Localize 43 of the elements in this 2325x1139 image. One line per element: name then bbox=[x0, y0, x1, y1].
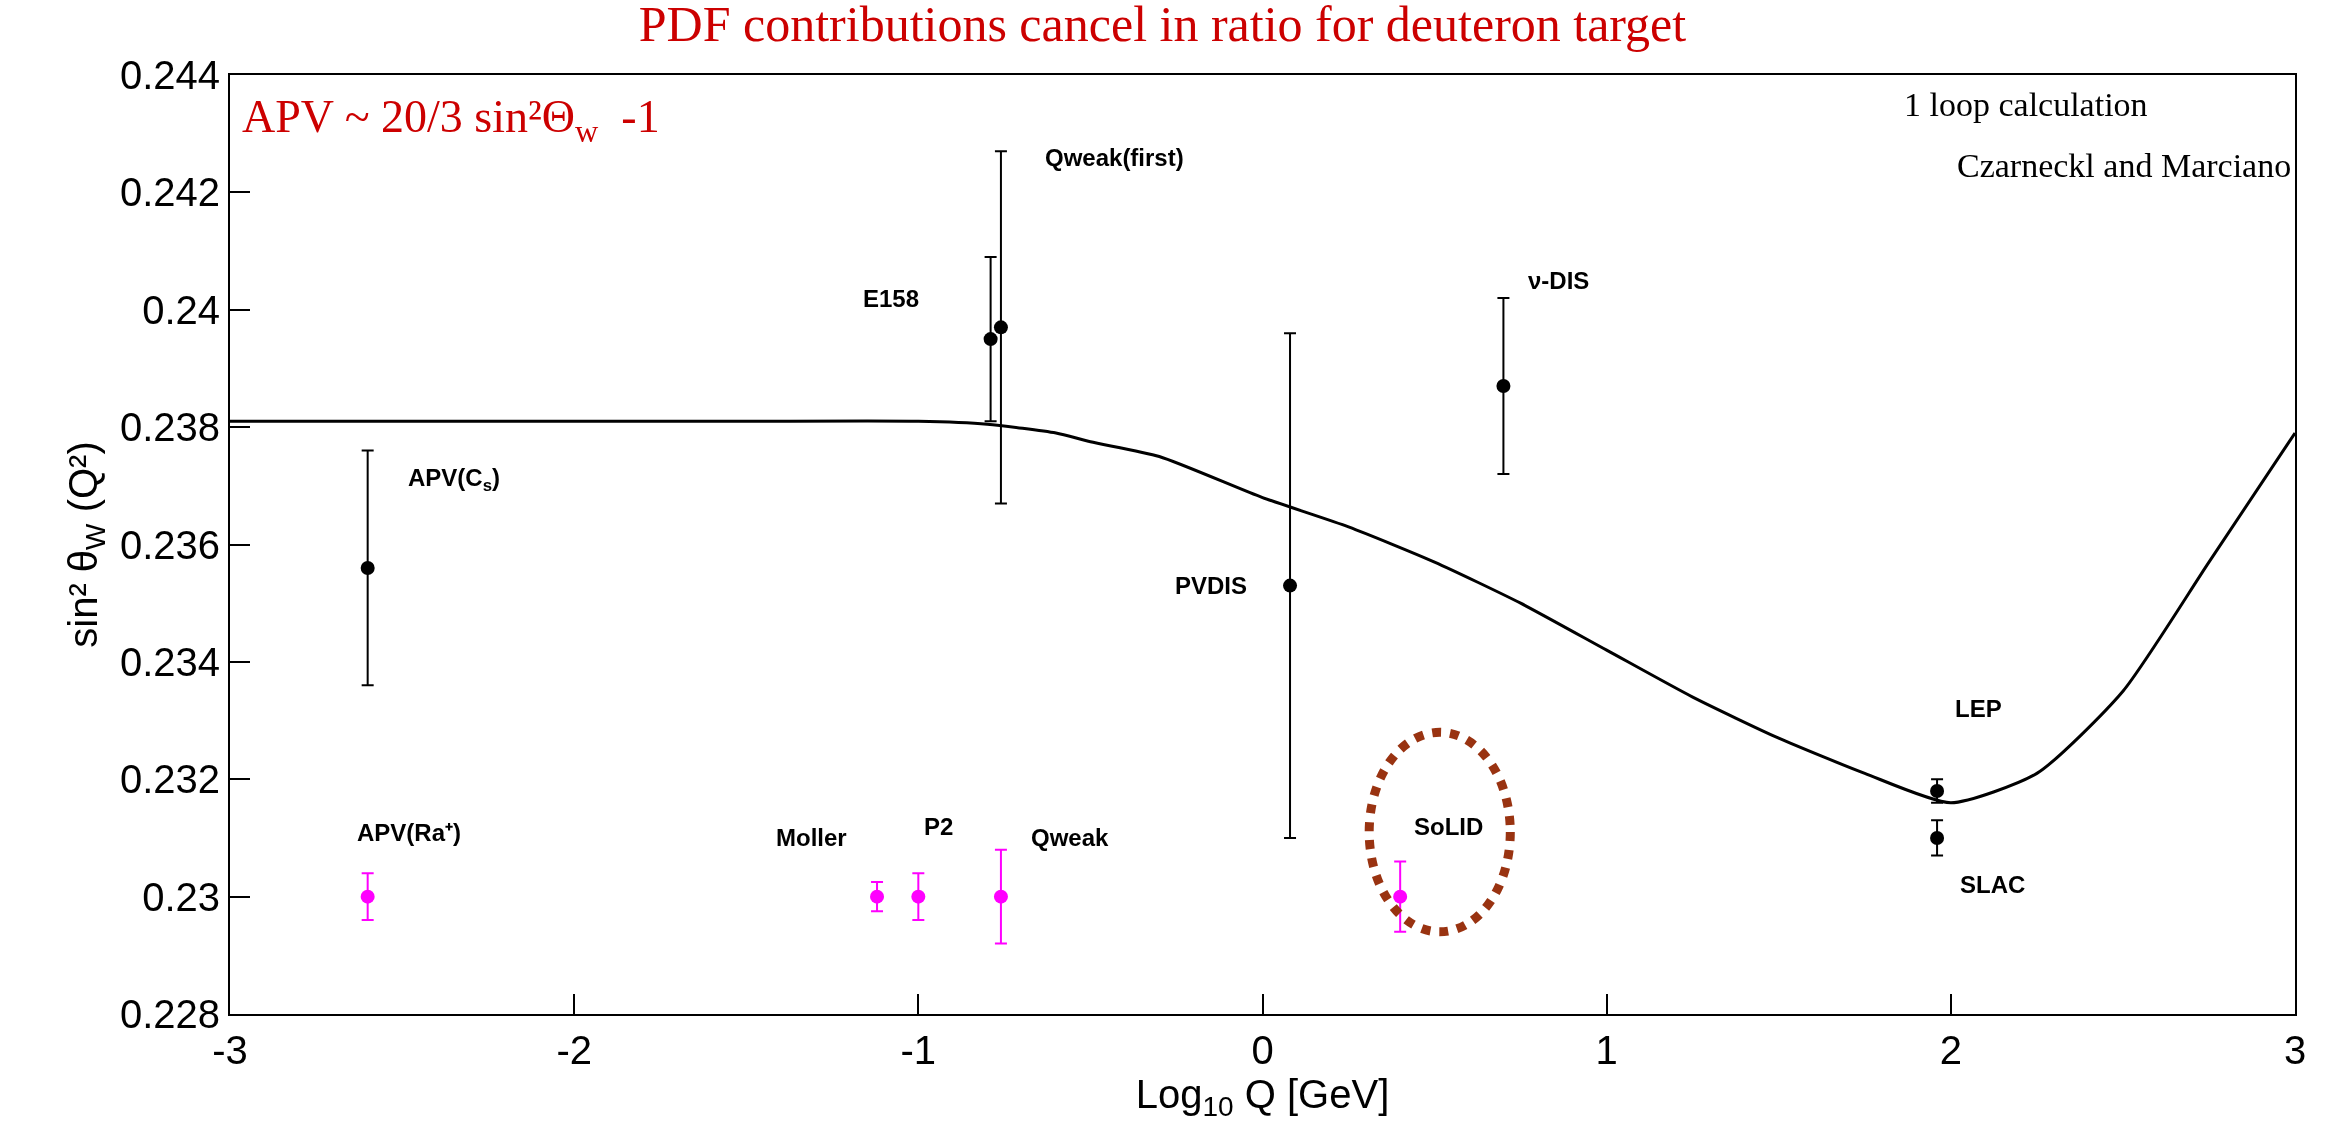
chart-title: PDF contributions cancel in ratio for deuteron target bbox=[638, 0, 1687, 52]
y-tick-label: 0.242 bbox=[119, 170, 220, 215]
x-tick-label: -1 bbox=[900, 1028, 937, 1072]
annotation: PVDIS bbox=[1175, 572, 1248, 599]
point bbox=[993, 889, 1008, 904]
x-tick-label: 1 bbox=[1595, 1028, 1618, 1072]
annotation: Moller bbox=[776, 824, 847, 851]
y-tick-label: 0.236 bbox=[119, 522, 220, 567]
point bbox=[360, 560, 375, 575]
annotation: SLAC bbox=[1960, 871, 2026, 898]
y-tick-label: 0.24 bbox=[142, 287, 220, 332]
annotation: P2 bbox=[924, 813, 954, 840]
point bbox=[983, 332, 998, 347]
annotation: Qweak bbox=[1031, 824, 1110, 851]
annotation: Czarneckl and Marciano bbox=[1957, 147, 2292, 184]
point bbox=[1496, 379, 1511, 394]
annotation: SoLID bbox=[1414, 813, 1484, 840]
y-tick-label: 0.238 bbox=[119, 405, 220, 450]
y-tick-label: 0.234 bbox=[119, 639, 220, 684]
point bbox=[1283, 578, 1298, 593]
annotation: ν-DIS bbox=[1528, 267, 1590, 294]
point bbox=[1930, 830, 1945, 845]
annotation: APV(C$_{s}$) bbox=[408, 464, 501, 496]
point bbox=[993, 320, 1008, 335]
x-tick-label: -2 bbox=[556, 1028, 592, 1072]
point bbox=[1393, 889, 1408, 904]
y-tick-label: 0.244 bbox=[119, 53, 220, 97]
y-tick-label: 0.23 bbox=[142, 874, 220, 919]
annotation: APV ~ 20/3 sin²Θ$_{w}$ -1 bbox=[242, 91, 660, 149]
point bbox=[911, 889, 926, 904]
annotation: LEP bbox=[1955, 695, 2002, 722]
annotation: Qweak(first) bbox=[1045, 144, 1184, 171]
y-tick-label: 0.232 bbox=[119, 757, 220, 802]
point bbox=[360, 889, 375, 904]
point bbox=[1930, 783, 1945, 798]
annotation: 1 loop calculation bbox=[1904, 86, 2148, 123]
annotation: APV(Ra⁺) bbox=[357, 819, 462, 846]
x-tick-label: 3 bbox=[2283, 1028, 2307, 1072]
x-tick-label: 2 bbox=[1939, 1028, 1962, 1072]
point bbox=[870, 889, 885, 904]
x-tick-label: 0 bbox=[1251, 1028, 1274, 1072]
x-axis-title: Log$_{10}$ Q [GeV] bbox=[1135, 1072, 1390, 1123]
annotation: E158 bbox=[863, 285, 920, 312]
